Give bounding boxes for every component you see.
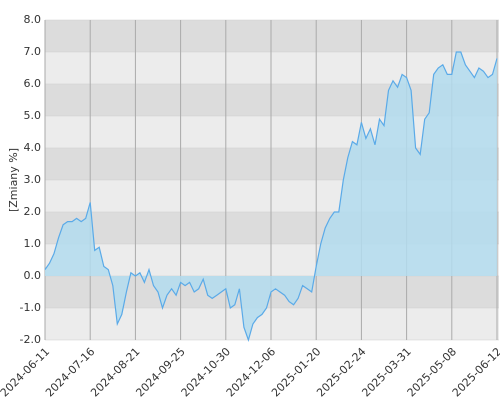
grid-band — [45, 308, 499, 340]
grid-band — [45, 20, 499, 52]
y-tick-label: 6.0 — [24, 77, 42, 90]
y-tick-label: -1.0 — [20, 301, 41, 314]
y-tick-label: 1.0 — [24, 237, 42, 250]
y-tick-label: 5.0 — [24, 109, 42, 122]
y-tick-label: 0.0 — [24, 269, 42, 282]
y-tick-label: 8.0 — [24, 13, 42, 26]
y-axis-label: [Zmiany %] — [7, 148, 20, 212]
grid-band — [45, 84, 499, 116]
area — [45, 52, 497, 340]
line — [44, 51, 498, 342]
y-tick-label: -2.0 — [20, 333, 41, 346]
y-tick-label: 2.0 — [24, 205, 42, 218]
y-tick-label: 4.0 — [24, 141, 42, 154]
y-tick-label: 7.0 — [24, 45, 42, 58]
y-tick-label: 3.0 — [24, 173, 42, 186]
grid-band — [45, 52, 499, 84]
